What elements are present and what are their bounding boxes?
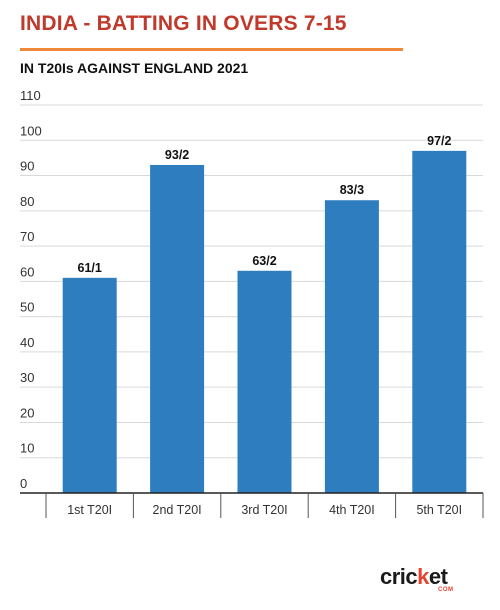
y-tick-label: 60: [20, 264, 34, 279]
logo-wordmark: cricket: [380, 564, 448, 589]
bar: [150, 164, 205, 494]
logo-word-part-a: cric: [380, 564, 418, 589]
y-tick-label: 10: [20, 441, 34, 456]
data-label: 93/2: [165, 148, 189, 162]
y-tick-label: 0: [20, 476, 27, 491]
data-label: 63/2: [252, 254, 276, 268]
x-tick-label: 4th T20I: [329, 503, 375, 517]
y-tick-label: 40: [20, 335, 34, 350]
y-tick-label: 90: [20, 159, 34, 174]
bar: [412, 150, 467, 493]
site-logo: cricket COM: [380, 565, 472, 597]
y-tick-label: 100: [20, 123, 42, 138]
x-tick-label: 1st T20I: [67, 503, 112, 517]
data-label: 83/3: [340, 183, 364, 197]
logo-word-part-b: k: [417, 564, 429, 589]
x-tick-label: 3rd T20I: [241, 503, 287, 517]
title-underline: [20, 48, 403, 51]
chart-title: INDIA - BATTING IN OVERS 7-15: [20, 12, 347, 35]
y-tick-label: 110: [20, 88, 41, 103]
logo-word-part-c: et: [428, 564, 448, 589]
y-tick-label: 20: [20, 405, 34, 420]
logo-domain: COM: [438, 587, 454, 593]
bar: [237, 270, 292, 493]
x-tick-label: 5th T20I: [416, 503, 462, 517]
chart-subtitle: IN T20Is AGAINST ENGLAND 2021: [20, 60, 249, 76]
x-tick-label: 2nd T20I: [153, 503, 202, 517]
data-label: 61/1: [78, 261, 102, 275]
y-tick-label: 70: [20, 229, 34, 244]
bar: [62, 277, 117, 493]
bar-chart: 0 10 20 30 40 50 60 70 80 90 100 110 61/1 1st T20I 93/…: [20, 88, 484, 518]
y-tick-label: 30: [20, 370, 34, 385]
y-tick-label: 80: [20, 194, 34, 209]
y-tick-label: 50: [20, 300, 34, 315]
data-label: 97/2: [427, 134, 451, 148]
bar: [324, 200, 379, 493]
